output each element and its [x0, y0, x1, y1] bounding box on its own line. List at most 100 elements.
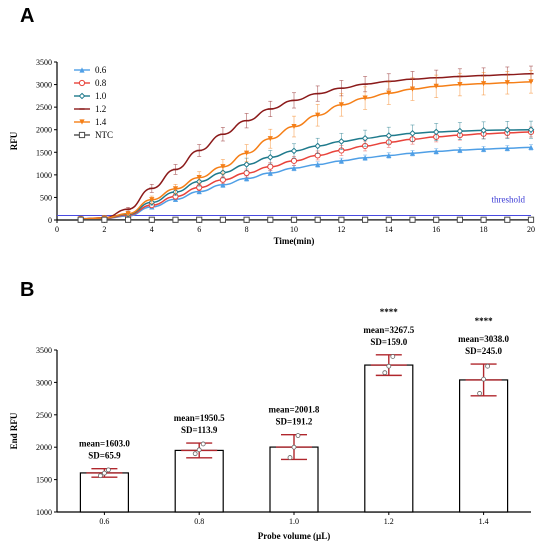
replicate-point — [382, 370, 388, 376]
data-point — [527, 126, 535, 134]
panel-b-letter: B — [20, 279, 34, 301]
data-point — [267, 170, 273, 176]
data-point — [409, 130, 416, 137]
replicate-point — [481, 376, 487, 382]
mean-label: mean=1603.0 — [79, 439, 130, 449]
replicate-point — [196, 447, 202, 453]
data-point — [362, 155, 368, 161]
legend-label: 1.4 — [95, 117, 107, 127]
panel-b-x-tick-label: 0.6 — [99, 517, 109, 526]
panel-b-x-axis-label: Probe volume (µL) — [258, 531, 331, 541]
data-point — [504, 80, 510, 86]
panel-b-axes: 1000 1500 2000 2500 3000 3500 0.6 0.8 1.0 1.2 1.4 — [36, 346, 531, 526]
bar-group-0-8 — [174, 441, 224, 513]
panel-a-letter: A — [20, 5, 34, 27]
data-point — [338, 102, 344, 108]
panel-a-y-axis-label: RFU — [9, 131, 19, 150]
series-0-6 — [78, 144, 534, 222]
significance-label: **** — [475, 316, 494, 326]
panel-a-x-tick-label: 14 — [385, 225, 393, 234]
panel-a-x-tick-label: 8 — [245, 225, 249, 234]
panel-a-y-tick-label: 3500 — [36, 58, 52, 67]
data-point — [338, 158, 344, 164]
replicate-point — [287, 455, 293, 460]
legend-marker — [78, 131, 86, 139]
data-point — [196, 174, 202, 181]
data-point — [456, 127, 464, 135]
legend-label: 0.6 — [95, 65, 107, 75]
legend-label: NTC — [95, 130, 113, 140]
data-point — [338, 138, 345, 145]
data-point — [290, 157, 298, 164]
data-point — [528, 144, 534, 150]
data-point — [480, 127, 487, 134]
bar — [459, 379, 509, 513]
data-point — [243, 169, 250, 177]
data-point — [456, 216, 463, 223]
panel-b-stat-labels: SD=65.9 mean=1603.0 SD=113.9 mean=1950.5 SD=… — [79, 307, 510, 461]
bar-group-1-4 — [459, 363, 509, 513]
mean-label: mean=1950.5 — [174, 413, 225, 423]
panel-a-x-tick-label: 0 — [55, 225, 59, 234]
data-point — [290, 216, 298, 223]
panel-b-bars — [79, 354, 509, 513]
data-point — [409, 86, 416, 92]
data-point — [433, 83, 439, 89]
data-point — [314, 216, 321, 223]
replicate-point — [106, 467, 111, 473]
data-point — [172, 216, 179, 223]
panel-a-series — [77, 65, 535, 223]
replicate-point — [200, 441, 206, 447]
data-point — [433, 216, 440, 223]
series-line — [80, 72, 532, 220]
sd-label: SD=191.2 — [276, 417, 313, 427]
mean-label: mean=2001.8 — [269, 405, 320, 415]
data-point — [266, 153, 274, 161]
data-point — [362, 216, 369, 223]
data-point — [220, 164, 226, 170]
panel-b-x-tick-label: 1.4 — [479, 517, 489, 526]
data-point — [196, 188, 202, 195]
data-point — [148, 216, 155, 223]
data-point — [503, 126, 511, 134]
data-point — [220, 182, 226, 188]
bar — [79, 472, 130, 513]
data-point — [528, 79, 534, 85]
panel-a-x-tick-label: 18 — [480, 225, 488, 234]
data-point — [267, 136, 273, 142]
mean-label: mean=3267.5 — [363, 325, 414, 335]
data-point — [481, 146, 487, 152]
data-point — [362, 95, 368, 101]
data-point — [267, 163, 274, 170]
replicate-point — [98, 473, 103, 479]
significance-label: **** — [380, 307, 399, 317]
data-point — [480, 216, 487, 223]
data-point — [504, 145, 510, 151]
panel-a-y-tick-label: 0 — [48, 216, 52, 225]
panel-a-x-tick-label: 10 — [290, 225, 298, 234]
data-point — [149, 197, 155, 203]
data-point — [385, 132, 393, 139]
panel-a-y-tick-label: 3000 — [36, 81, 52, 90]
panel-a-threshold-label: threshold — [492, 194, 526, 204]
replicate-point — [485, 363, 491, 369]
sd-label: SD=113.9 — [181, 425, 218, 435]
bar — [364, 364, 414, 513]
panel-a-x-tick-label: 20 — [527, 225, 535, 234]
data-point — [314, 142, 322, 150]
bar-group-1-0 — [269, 433, 319, 513]
legend-marker — [78, 92, 86, 100]
legend-marker — [79, 67, 85, 73]
data-point — [101, 216, 108, 223]
data-point — [267, 216, 274, 223]
legend-marker — [79, 119, 85, 125]
data-point — [77, 216, 84, 223]
data-point — [244, 175, 250, 182]
data-point — [338, 216, 345, 223]
legend-label: 1.0 — [95, 91, 107, 101]
panel-a-y-tick-label: 1000 — [36, 171, 52, 180]
data-point — [432, 128, 440, 136]
data-point — [125, 211, 131, 217]
panel-a-y-tick-label: 2000 — [36, 126, 52, 135]
